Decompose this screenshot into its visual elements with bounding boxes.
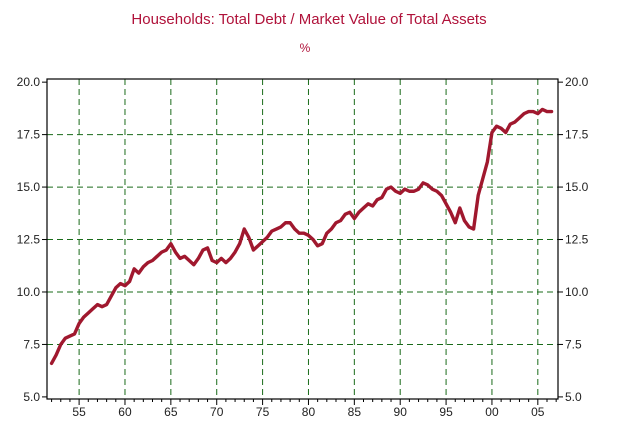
y-tick-label-right: 10.0 [565,285,589,299]
axis-ticks [42,81,563,405]
x-tick-label: 60 [118,405,132,419]
y-tick-label-right: 12.5 [565,233,589,247]
x-tick-label: 55 [72,405,86,419]
x-axis-labels: 55 60 65 70 75 80 85 90 95 00 05 [72,405,544,419]
x-tick-label: 75 [256,405,270,419]
y-tick-label-left: 20.0 [17,75,41,89]
y-tick-label-left: 15.0 [17,180,41,194]
x-tick-label: 00 [485,405,499,419]
series-line [49,107,554,366]
y-tick-label-left: 17.5 [17,128,41,142]
x-tick-label: 80 [302,405,316,419]
y-axis-right-labels: 5.0 7.5 10.0 12.5 15.0 17.5 20.0 [565,75,589,404]
grid-lines [47,79,558,399]
y-tick-label-right: 15.0 [565,180,589,194]
y-tick-label-right: 7.5 [565,337,582,351]
y-tick-label-left: 5.0 [23,390,40,404]
x-tick-label: 05 [531,405,545,419]
plot-area-frame [46,78,559,400]
y-tick-label-right: 20.0 [565,75,589,89]
y-tick-label-left: 10.0 [17,285,41,299]
x-tick-label: 85 [348,405,362,419]
y-tick-label-right: 5.0 [565,390,582,404]
x-tick-label: 70 [210,405,224,419]
chart-unit-label: % [300,41,311,55]
y-tick-label-left: 12.5 [17,233,41,247]
x-tick-label: 95 [439,405,453,419]
y-tick-label-right: 17.5 [565,128,589,142]
chart-title: Households: Total Debt / Market Value of… [131,11,486,28]
y-axis-left-labels: 5.0 7.5 10.0 12.5 15.0 17.5 20.0 [17,75,41,404]
x-tick-label: 90 [394,405,408,419]
x-tick-label: 65 [164,405,178,419]
y-tick-label-left: 7.5 [23,337,40,351]
